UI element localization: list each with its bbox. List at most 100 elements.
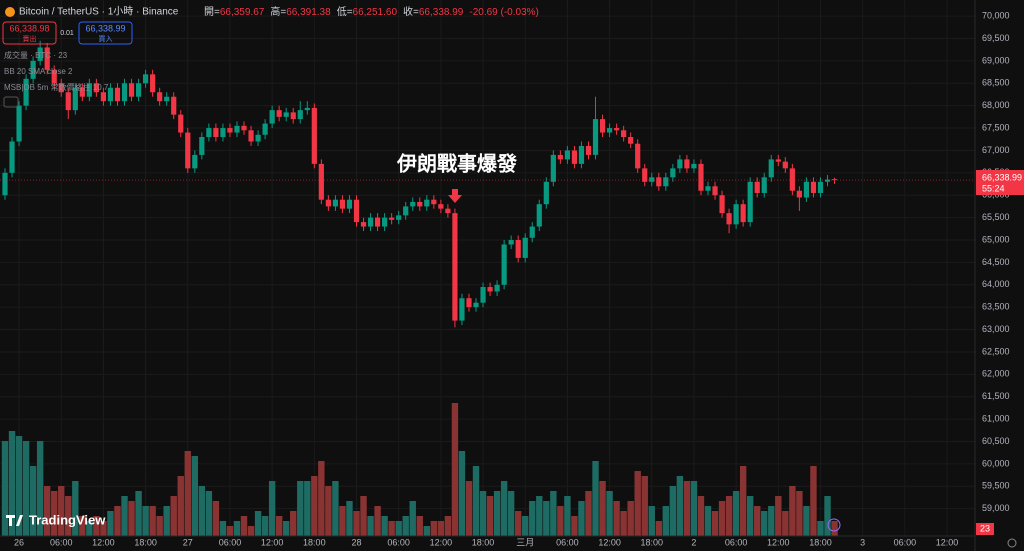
- y-tick-label: 65,000: [982, 234, 1010, 244]
- candle-body: [248, 130, 254, 142]
- volume-bar: [93, 516, 100, 536]
- candle-body: [599, 119, 606, 133]
- price-tag-price: 66,338.99: [982, 172, 1022, 182]
- candle-body: [431, 199, 437, 205]
- candle-body: [712, 186, 718, 196]
- volume-bar: [613, 501, 620, 536]
- ohlc-equals: =: [347, 7, 353, 18]
- volume-bar: [395, 521, 402, 536]
- volume-bar: [290, 511, 297, 536]
- volume-bar: [529, 501, 536, 536]
- candle-body: [164, 96, 170, 102]
- x-tick-label: 2: [691, 537, 696, 547]
- volume-bar: [718, 501, 726, 536]
- candle-body: [747, 181, 753, 223]
- sell-price: 66,338.98: [9, 23, 49, 33]
- volume-bar: [170, 496, 177, 536]
- candle-body: [768, 159, 774, 178]
- candle-body: [592, 119, 599, 155]
- x-tick-label: 26: [14, 537, 24, 547]
- volume-bar: [423, 526, 430, 536]
- symbol-title: Bitcoin / TetherUS · 1小時 · Binance: [19, 6, 179, 18]
- volume-bar: [662, 506, 670, 536]
- volume-bar: [325, 486, 332, 536]
- volume-bar: [493, 491, 501, 536]
- candle-body: [396, 215, 402, 220]
- candle-body: [360, 222, 367, 227]
- candle-body: [2, 172, 8, 196]
- candle-body: [824, 179, 831, 182]
- candle-body: [550, 154, 556, 182]
- candle-body: [831, 179, 838, 181]
- candle-body: [339, 199, 346, 209]
- y-tick-label: 67,000: [982, 145, 1010, 155]
- candle-body: [318, 163, 324, 200]
- candle-body: [656, 177, 662, 187]
- volume-bar: [564, 496, 571, 536]
- candle-body: [185, 132, 191, 169]
- candle-body: [72, 87, 78, 111]
- candle-body: [389, 217, 395, 220]
- volume-bar: [191, 456, 199, 536]
- volume-bar: [212, 501, 220, 536]
- alert-icon[interactable]: [827, 518, 841, 532]
- volume-bar: [648, 506, 655, 536]
- candle-body: [466, 298, 472, 308]
- annotation-arrow: [448, 189, 462, 203]
- candle-body: [192, 154, 198, 169]
- volume-bar: [676, 476, 684, 536]
- volume-bar: [465, 481, 473, 536]
- logo-text: TradingView: [29, 512, 106, 527]
- ohlc-value: 66,251.60: [353, 7, 398, 18]
- x-tick-label: 3: [860, 537, 865, 547]
- volume-pane: [1, 403, 838, 536]
- buy-button[interactable]: [78, 21, 133, 45]
- x-tick-label: 06:00: [725, 537, 748, 547]
- candle-body: [578, 145, 585, 164]
- candle-body: [44, 47, 50, 70]
- collapse-button[interactable]: [3, 96, 19, 108]
- candle-body: [515, 240, 521, 258]
- candle-body: [508, 240, 514, 245]
- candle-body: [290, 112, 296, 120]
- price-tag: [976, 170, 1024, 195]
- indicator-label: 成交量 · BTC · 23: [4, 50, 68, 60]
- x-tick-label: 18:00: [472, 537, 495, 547]
- volume-bar: [522, 516, 529, 536]
- settings-icon[interactable]: [1007, 538, 1017, 548]
- volume-bar: [606, 491, 613, 536]
- volume-bar: [831, 521, 838, 536]
- volume-bar: [107, 511, 114, 536]
- volume-bar: [121, 496, 128, 536]
- candles: [0, 40, 975, 328]
- volume-bar: [578, 501, 585, 536]
- candle-body: [311, 107, 317, 164]
- volume-bar: [311, 476, 318, 536]
- candle-body: [803, 181, 810, 198]
- candle-body: [79, 87, 85, 97]
- volume-bar: [732, 491, 740, 536]
- volume-bar: [641, 476, 648, 536]
- volume-bar: [297, 481, 304, 536]
- volume-bar: [177, 476, 184, 536]
- sell-button[interactable]: [2, 21, 57, 45]
- volume-bar: [486, 496, 494, 536]
- candle-body: [782, 161, 788, 169]
- x-tick-label: 06:00: [387, 537, 410, 547]
- volume-bar: [149, 506, 156, 536]
- volume-bar: [585, 491, 592, 536]
- volume-bar: [557, 506, 564, 536]
- candle-body: [761, 177, 767, 193]
- x-tick-label: 06:00: [219, 537, 242, 547]
- volume-bar: [43, 486, 51, 536]
- volume-bar: [268, 481, 276, 536]
- volume-bar: [592, 461, 599, 536]
- volume-bar: [79, 516, 86, 536]
- candle-body: [325, 199, 331, 207]
- volume-bar: [226, 526, 234, 536]
- candle-body: [227, 128, 233, 133]
- y-tick-label: 68,000: [982, 100, 1010, 110]
- volume-bar: [437, 521, 445, 536]
- candle-body: [459, 298, 465, 321]
